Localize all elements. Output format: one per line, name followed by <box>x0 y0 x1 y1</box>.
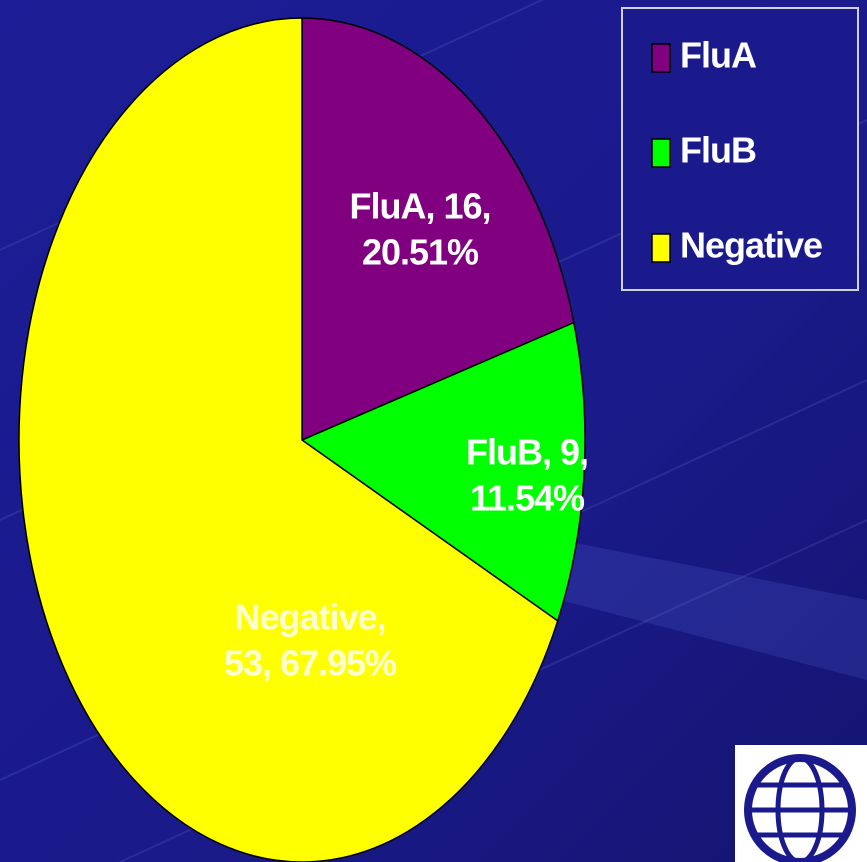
data-label: 53, 67.95% <box>224 643 397 684</box>
legend-swatch <box>651 43 671 73</box>
legend-label: Negative <box>680 225 822 266</box>
data-label: Negative, <box>234 597 385 638</box>
pie: FluA, 16, 20.51% FluB, 9, 11.54% Negative, 53… <box>18 17 589 862</box>
legend-label: FluA <box>680 35 757 76</box>
pie-slice <box>301 17 575 442</box>
logo <box>735 745 867 862</box>
legend-swatch <box>651 233 671 263</box>
pie-slice <box>18 17 559 862</box>
data-label: 20.51% <box>362 232 479 273</box>
legend-label: FluB <box>680 130 756 171</box>
pie-slice <box>300 321 586 623</box>
legend-swatch <box>651 138 671 168</box>
data-label: FluA, 16, <box>349 186 490 227</box>
data-label: 11.54% <box>470 478 585 519</box>
legend: FluA FluB Negative <box>651 35 823 266</box>
data-label: FluB, 9, <box>466 432 588 473</box>
background-light <box>560 540 867 680</box>
